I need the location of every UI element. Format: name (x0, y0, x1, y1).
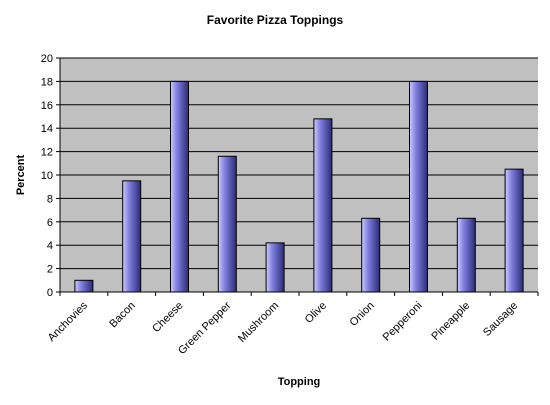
bar-sausage (504, 168, 524, 293)
bar-olive (313, 118, 333, 293)
bar-mushroom (265, 242, 285, 293)
x-tick-label: Onion (348, 300, 377, 329)
y-tick-label: 10 (41, 170, 53, 182)
y-tick-label: 20 (41, 53, 53, 65)
x-tick-label: Pineapple (429, 300, 472, 343)
y-axis-label: Percent (15, 154, 27, 195)
bar-pineapple (456, 217, 476, 293)
y-tick-label: 6 (47, 217, 53, 229)
y-tick-label: 14 (41, 123, 53, 135)
bar-onion (361, 217, 381, 293)
chart-title: Favorite Pizza Toppings (207, 13, 344, 27)
bar-bacon (122, 180, 142, 293)
y-tick-label: 2 (47, 264, 53, 276)
y-tick-label: 0 (47, 287, 53, 299)
bar-green-pepper (217, 155, 237, 293)
axes (56, 57, 539, 296)
y-tick-label: 18 (41, 76, 53, 88)
x-tick-label: Bacon (107, 300, 138, 331)
x-tick-label: Pepperoni (381, 300, 425, 344)
x-axis-label: Topping (278, 376, 321, 388)
x-tick-label: Anchovies (46, 299, 91, 344)
bar-pepperoni (409, 80, 428, 293)
y-tick-labels: 0 2 4 6 8 10 12 14 16 18 20 (41, 53, 53, 299)
y-tick-label: 8 (47, 193, 53, 205)
bars (74, 80, 524, 293)
x-tick-label: Sausage (481, 300, 520, 339)
x-tick-label: Mushroom (236, 300, 281, 345)
x-tick-label: Cheese (150, 300, 185, 335)
bar-cheese (170, 80, 189, 293)
bar-anchovies (74, 279, 94, 293)
y-tick-label: 4 (47, 240, 53, 252)
y-tick-label: 16 (41, 100, 53, 112)
x-tick-label: Olive (303, 300, 329, 326)
y-tick-label: 12 (41, 147, 53, 159)
